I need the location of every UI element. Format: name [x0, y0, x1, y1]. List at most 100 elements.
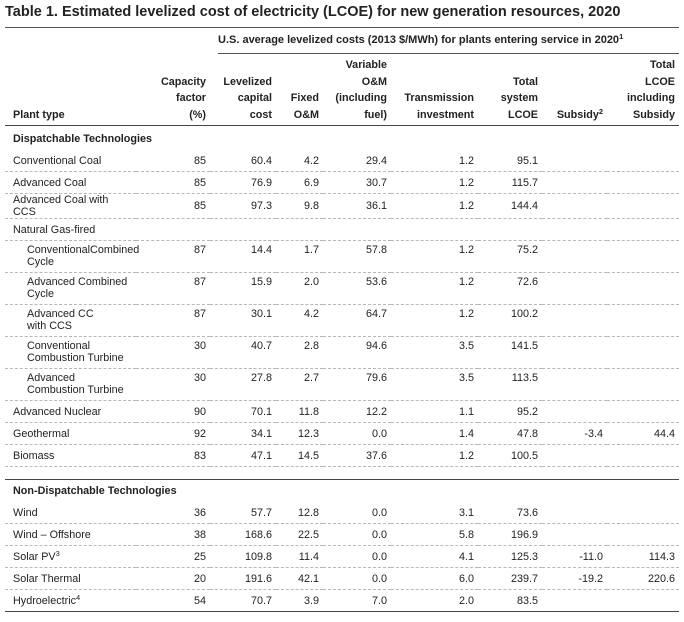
table-row: ConventionalCombined Cycle 87 14.4 1.7 5…: [5, 240, 679, 273]
fixed-om: 3.9: [276, 589, 323, 612]
capacity-factor: 85: [136, 150, 210, 172]
total-with-subsidy: [607, 171, 679, 194]
subsidy: [542, 336, 607, 369]
capacity-factor: 30: [136, 336, 210, 369]
capacity-factor: 54: [136, 589, 210, 612]
section-row-dispatchable: Dispatchable Technologies: [5, 126, 679, 151]
subsidy: [542, 444, 607, 467]
total-with-subsidy: [607, 400, 679, 423]
footnote-marker: 3: [55, 548, 60, 558]
capacity-factor: 85: [136, 171, 210, 194]
total-lcoe: 100.5: [478, 444, 542, 467]
capital-cost: 70.7: [210, 589, 276, 612]
subsidy: [542, 193, 607, 219]
transmission: 1.2: [391, 272, 478, 305]
fixed-om: 6.9: [276, 171, 323, 194]
transmission: 1.2: [391, 240, 478, 273]
column-group-header-text: U.S. average levelized costs (2013 $/MWh…: [218, 34, 620, 46]
capacity-factor: 87: [136, 272, 210, 305]
subcategory-title: Natural Gas-fired: [5, 218, 679, 241]
transmission: 4.1: [391, 545, 478, 568]
transmission: 1.2: [391, 193, 478, 219]
capacity-factor: 30: [136, 368, 210, 401]
fixed-om: 12.3: [276, 422, 323, 445]
plant-name: ConventionalCombined Cycle: [5, 240, 139, 273]
header-capacity-factor: Capacity factor (%): [136, 57, 210, 126]
fixed-om: 4.2: [276, 150, 323, 172]
total-with-subsidy: [607, 150, 679, 172]
variable-om: 30.7: [323, 171, 391, 194]
table-row: Hydroelectric4 54 70.7 3.9 7.0 2.0 83.5: [5, 589, 679, 612]
variable-om: 64.7: [323, 304, 391, 337]
capacity-factor: 25: [136, 545, 210, 568]
capital-cost: 30.1: [210, 304, 276, 337]
capital-cost: 60.4: [210, 150, 276, 172]
plant-name-text: Solar PV: [13, 550, 56, 563]
variable-om: 0.0: [323, 523, 391, 546]
header-total-with-subsidy: Total LCOE including Subsidy: [607, 57, 679, 126]
total-lcoe: 100.2: [478, 304, 542, 337]
footnote-marker: 4: [76, 592, 81, 602]
variable-om: 0.0: [323, 422, 391, 445]
table-row: Solar Thermal 20 191.6 42.1 0.0 6.0 239.…: [5, 567, 679, 590]
section-divider: [5, 466, 679, 480]
fixed-om: 9.8: [276, 193, 323, 219]
total-lcoe: 196.9: [478, 523, 542, 546]
plant-name: Advanced Coal with CCS: [5, 193, 136, 219]
plant-name: Advanced Nuclear: [5, 400, 136, 423]
subsidy: [542, 150, 607, 172]
plant-name: Solar Thermal: [5, 567, 136, 590]
footnote-marker: 1: [619, 32, 624, 41]
capital-cost: 191.6: [210, 567, 276, 590]
total-with-subsidy: [607, 193, 679, 219]
subsidy: [542, 589, 607, 612]
header-subsidy: Subsidy2: [542, 57, 607, 126]
total-lcoe: 83.5: [478, 589, 542, 612]
total-lcoe: 239.7: [478, 567, 542, 590]
capacity-factor: 87: [136, 240, 210, 273]
total-with-subsidy: [607, 368, 679, 401]
table-row: Wind – Offshore 38 168.6 22.5 0.0 5.8 19…: [5, 523, 679, 546]
variable-om: 12.2: [323, 400, 391, 423]
plant-name: Wind – Offshore: [5, 523, 136, 546]
plant-name: Advanced Combined Cycle: [5, 272, 136, 305]
variable-om: 37.6: [323, 444, 391, 467]
table-row: Geothermal 92 34.1 12.3 0.0 1.4 47.8 -3.…: [5, 422, 679, 445]
table-row: Biomass 83 47.1 14.5 37.6 1.2 100.5: [5, 444, 679, 467]
plant-name: Geothermal: [5, 422, 136, 445]
fixed-om: 42.1: [276, 567, 323, 590]
transmission: 6.0: [391, 567, 478, 590]
column-group-header: U.S. average levelized costs (2013 $/MWh…: [218, 32, 682, 46]
column-group-divider: [218, 53, 679, 54]
total-lcoe: 75.2: [478, 240, 542, 273]
capacity-factor: 87: [136, 304, 210, 337]
total-with-subsidy: 114.3: [607, 545, 679, 568]
plant-name: Solar PV3: [5, 545, 136, 568]
variable-om: 94.6: [323, 336, 391, 369]
variable-om: 53.6: [323, 272, 391, 305]
total-with-subsidy: [607, 240, 679, 273]
variable-om: 0.0: [323, 567, 391, 590]
fixed-om: 2.8: [276, 336, 323, 369]
table-row: Wind 36 57.7 12.8 0.0 3.1 73.6: [5, 502, 679, 524]
transmission: 3.1: [391, 502, 478, 524]
total-lcoe: 115.7: [478, 171, 542, 194]
fixed-om: 11.4: [276, 545, 323, 568]
plant-name: Biomass: [5, 444, 136, 467]
section-row-non-dispatchable: Non-Dispatchable Technologies: [5, 480, 679, 503]
header-fixed-om: Fixed O&M: [276, 57, 323, 126]
table-row: Advanced Combustion Turbine 30 27.8 2.7 …: [5, 368, 679, 401]
plant-name: Advanced Coal: [5, 171, 136, 194]
total-lcoe: 113.5: [478, 368, 542, 401]
total-lcoe: 73.6: [478, 502, 542, 524]
capacity-factor: 20: [136, 567, 210, 590]
table-row: Conventional Coal 85 60.4 4.2 29.4 1.2 9…: [5, 150, 679, 172]
lcoe-table: Plant type Capacity factor (%) Levelized ca…: [5, 57, 679, 612]
subsidy: [542, 272, 607, 305]
capital-cost: 14.4: [210, 240, 276, 273]
table-row: Advanced CC with CCS 87 30.1 4.2 64.7 1.…: [5, 304, 679, 337]
subsidy: -3.4: [542, 422, 607, 445]
variable-om: 29.4: [323, 150, 391, 172]
capacity-factor: 85: [136, 193, 210, 219]
transmission: 1.2: [391, 171, 478, 194]
